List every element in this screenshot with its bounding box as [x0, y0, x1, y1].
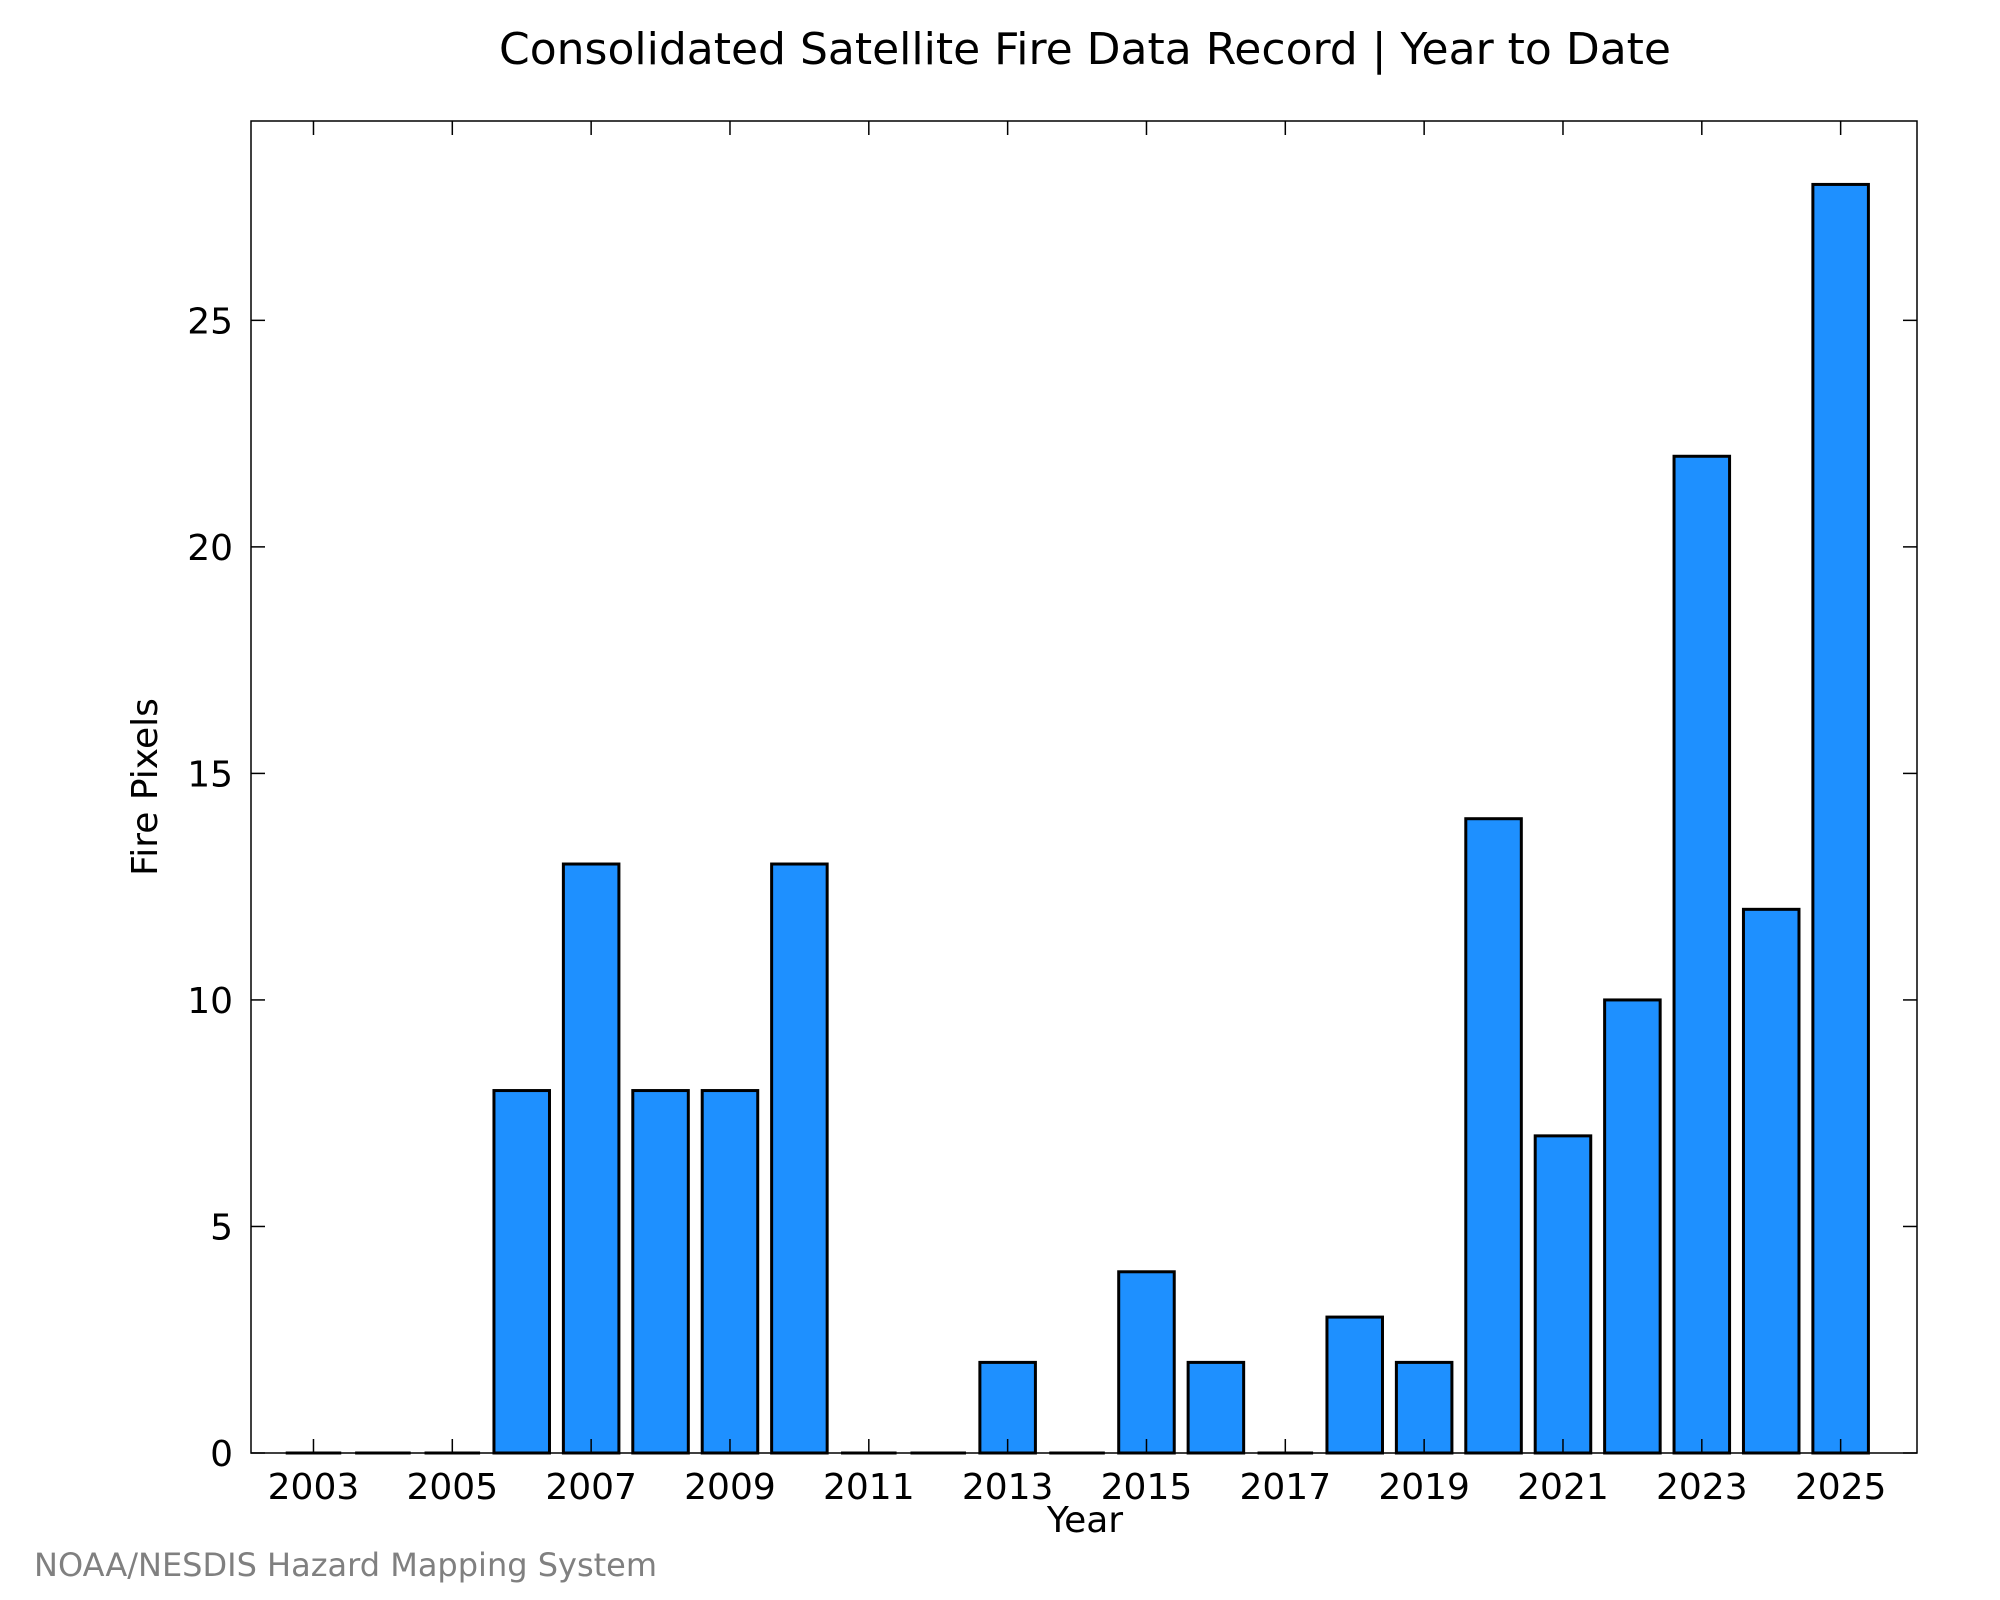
- x-axis-label: Year: [1046, 1500, 1123, 1541]
- plot-frame: [250, 120, 1918, 1454]
- bar-2021: [1533, 1134, 1593, 1455]
- y-tick-label-20: 20: [187, 528, 233, 569]
- x-tick-labels: 2003 2005 2007 2009 2011 2013 2015 2017 2019 2021…: [268, 1467, 1887, 1508]
- bar-2015: [1117, 1270, 1176, 1455]
- bars-layer: [285, 182, 1870, 1455]
- x-tick-label-2019: 2019: [1378, 1467, 1470, 1508]
- bar-2022: [1603, 998, 1662, 1455]
- bar-2008: [631, 1089, 690, 1455]
- x-tick-label-2025: 2025: [1795, 1467, 1887, 1508]
- bar-2009: [700, 1089, 760, 1455]
- x-tick-label-2017: 2017: [1239, 1467, 1331, 1508]
- x-tick-label-2007: 2007: [545, 1467, 637, 1508]
- bar-2007: [561, 862, 621, 1455]
- y-tick-label-10: 10: [187, 981, 233, 1022]
- bar-2010: [770, 862, 829, 1455]
- x-tick-label-2021: 2021: [1517, 1467, 1609, 1508]
- y-tick-label-25: 25: [187, 301, 233, 342]
- y-axis-label: Fire Pixels: [125, 698, 166, 876]
- bar-2024: [1741, 907, 1801, 1455]
- bar-2020: [1464, 817, 1523, 1455]
- y-tick-label-0: 0: [210, 1434, 233, 1475]
- ticks-layer: [251, 121, 1917, 1454]
- y-tick-label-5: 5: [210, 1207, 233, 1248]
- x-tick-label-2003: 2003: [268, 1467, 360, 1508]
- chart-title: Consolidated Satellite Fire Data Record …: [499, 24, 1671, 75]
- bar-2013: [978, 1360, 1037, 1455]
- bar-2025: [1811, 182, 1870, 1455]
- bar-2006: [492, 1089, 551, 1455]
- x-tick-label-2015: 2015: [1101, 1467, 1193, 1508]
- x-tick-label-2009: 2009: [684, 1467, 776, 1508]
- y-tick-label-15: 15: [187, 754, 233, 795]
- bar-2016: [1186, 1360, 1246, 1455]
- bar-2018: [1325, 1315, 1384, 1455]
- x-tick-label-2011: 2011: [823, 1467, 915, 1508]
- x-tick-label-2013: 2013: [962, 1467, 1054, 1508]
- bar-2019: [1394, 1360, 1454, 1455]
- y-tick-labels: 0 5 10 15 20 25: [187, 301, 233, 1475]
- bar-2023: [1672, 454, 1732, 1455]
- credit-text: NOAA/NESDIS Hazard Mapping System: [34, 1546, 657, 1584]
- x-tick-label-2023: 2023: [1656, 1467, 1748, 1508]
- x-tick-label-2005: 2005: [406, 1467, 498, 1508]
